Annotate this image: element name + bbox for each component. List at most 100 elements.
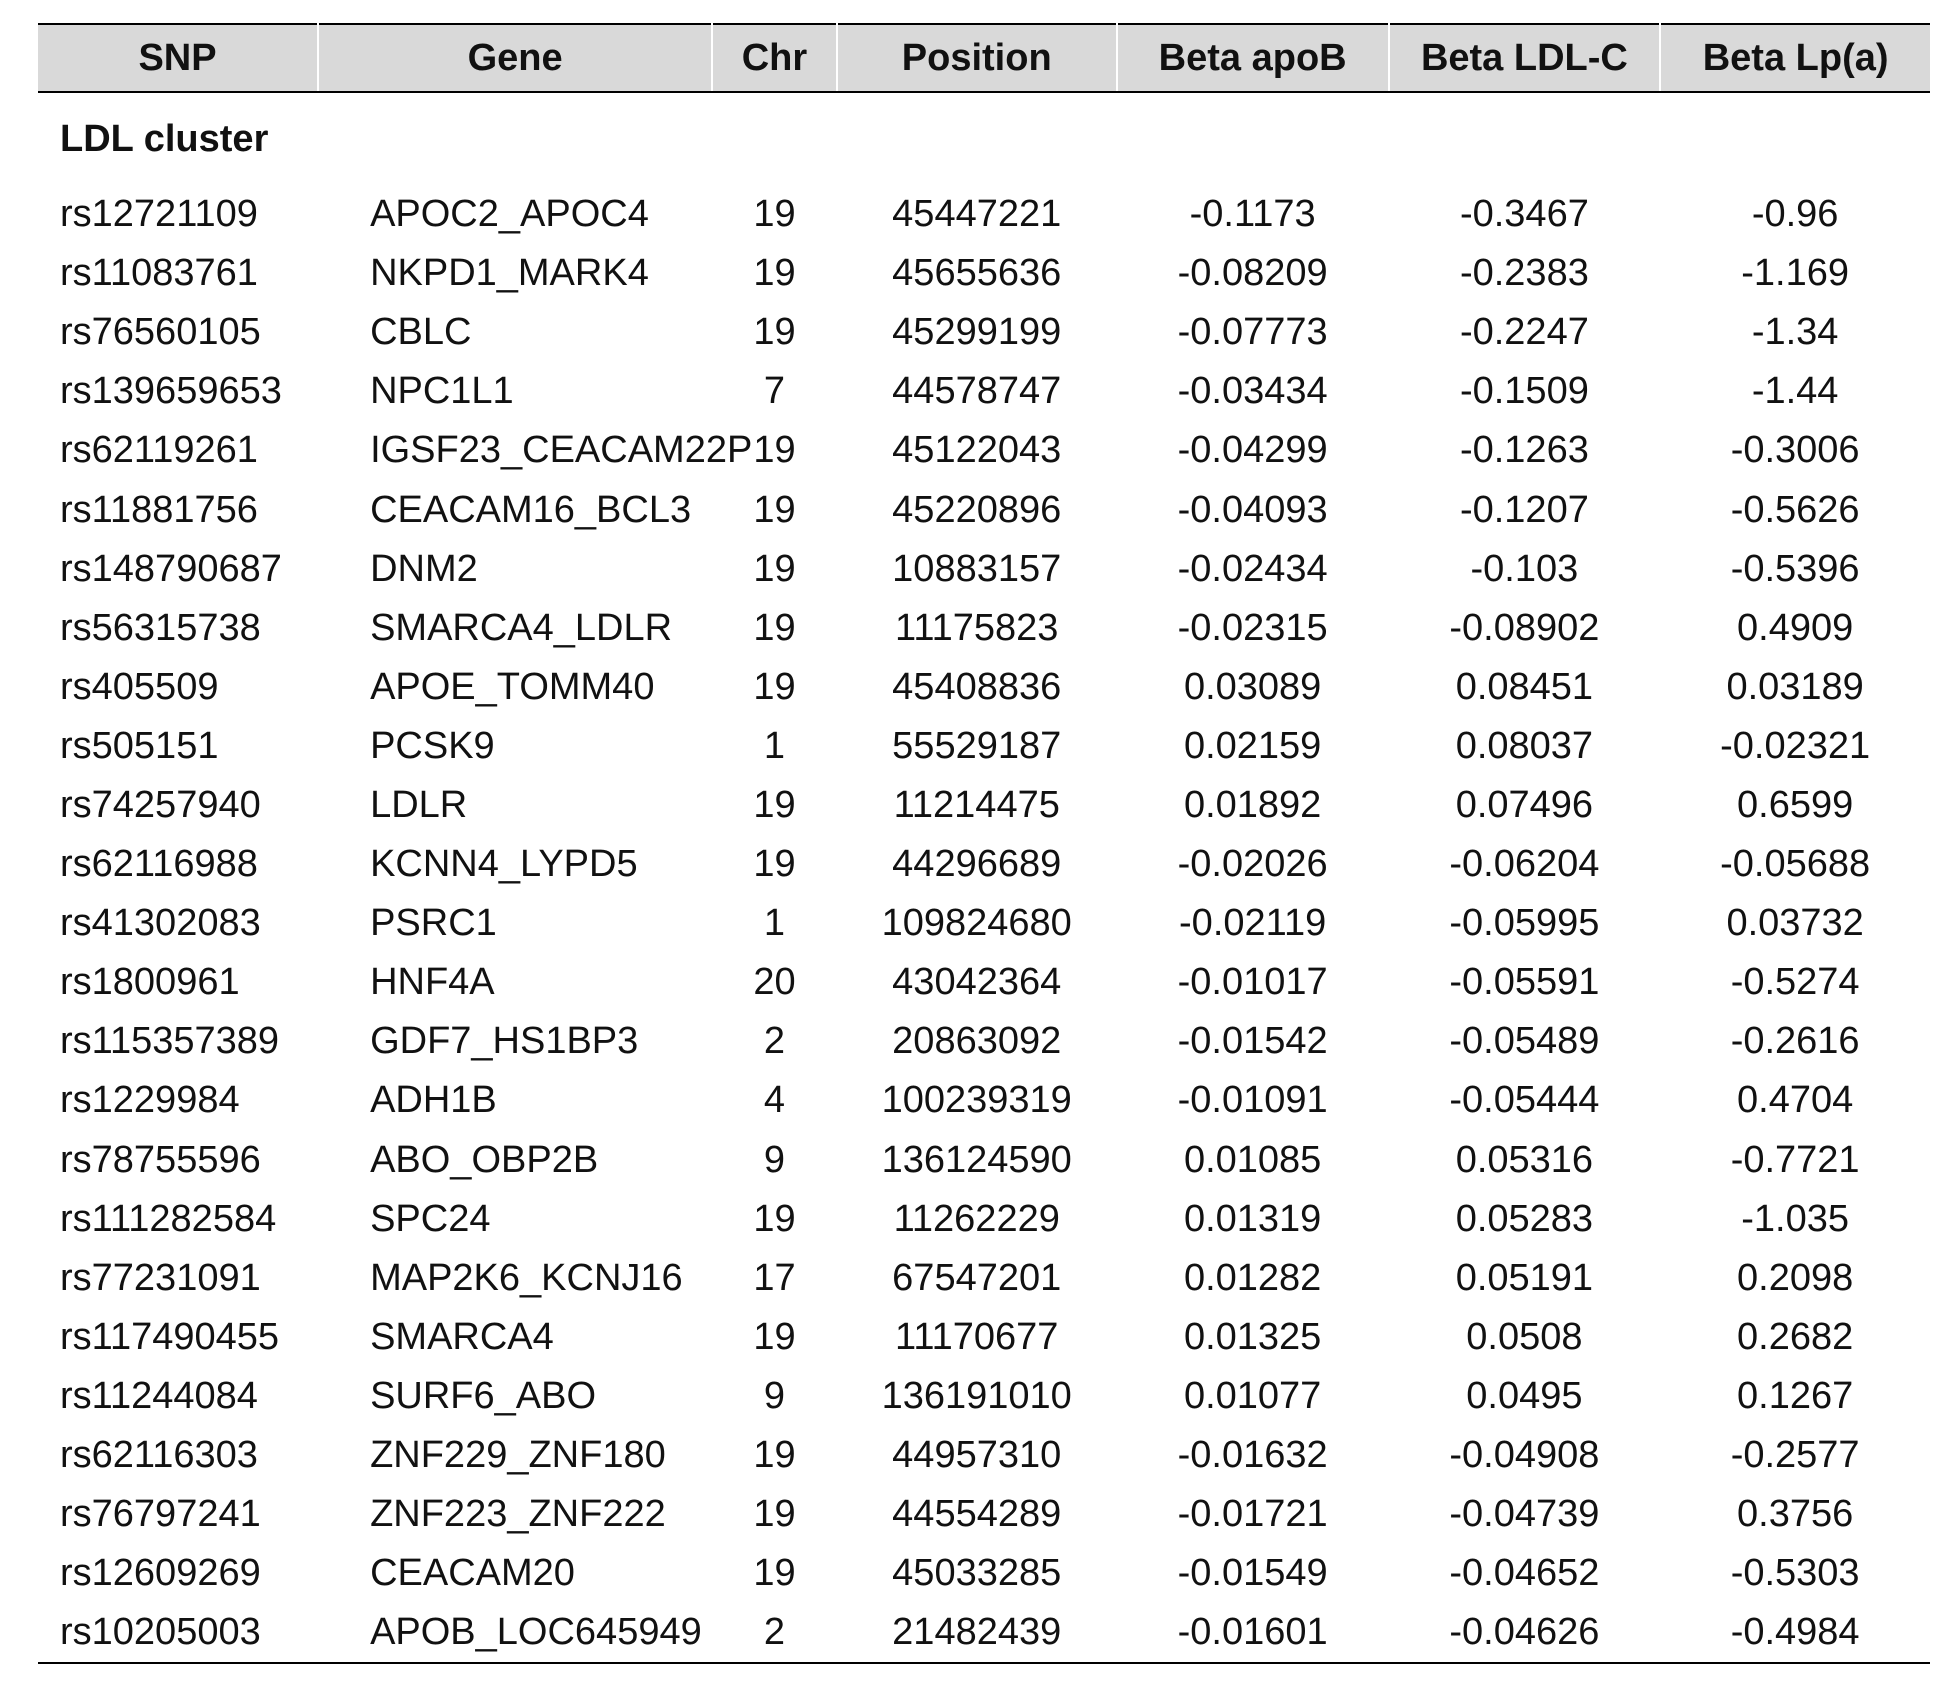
cell-position: 44578747 — [892, 370, 1062, 413]
cell-beta-lpa: 0.4909 — [1737, 606, 1854, 649]
cell-beta-ldlc: 0.08037 — [1455, 724, 1594, 767]
cell-chr: 19 — [753, 1493, 796, 1536]
cell-beta-apob: -0.04299 — [1177, 429, 1328, 472]
cell-beta-ldlc: 0.07496 — [1455, 783, 1594, 826]
cell-chr: 9 — [763, 1138, 786, 1181]
cell-snp: rs148790687 — [60, 547, 282, 590]
table-row: rs111282584 SPC24 19 11262229 0.01319 0.05283… — [38, 1190, 1930, 1249]
cell-beta-apob: -0.02026 — [1177, 843, 1328, 886]
cell-snp: rs11083761 — [60, 252, 258, 295]
cell-beta-ldlc: 0.05191 — [1455, 1256, 1594, 1299]
cell-chr: 19 — [753, 1197, 796, 1240]
cell-position: 44296689 — [892, 843, 1062, 886]
cell-beta-ldlc: -0.1207 — [1459, 488, 1589, 531]
cell-snp: rs56315738 — [60, 606, 261, 649]
table-row: rs405509 APOE_TOMM40 19 45408836 0.03089 0.08… — [38, 658, 1930, 717]
cell-beta-ldlc: -0.05995 — [1449, 902, 1600, 945]
cell-beta-apob: 0.01085 — [1183, 1138, 1322, 1181]
cell-gene: IGSF23_CEACAM22P — [370, 429, 753, 472]
cell-gene: APOC2_APOC4 — [370, 193, 649, 236]
cell-beta-lpa: -0.7721 — [1730, 1138, 1860, 1181]
table-row: rs12721109 APOC2_APOC4 19 45447221 -0.1173 -0… — [38, 185, 1930, 244]
cell-beta-ldlc: 0.0495 — [1466, 1374, 1583, 1417]
cell-gene: CEACAM20 — [370, 1552, 575, 1595]
cell-beta-lpa: -0.5626 — [1730, 488, 1860, 531]
table-row: rs77231091 MAP2K6_KCNJ16 17 67547201 0.01282… — [38, 1249, 1930, 1308]
cell-beta-lpa: -0.5396 — [1730, 547, 1860, 590]
cell-gene: SURF6_ABO — [370, 1374, 597, 1417]
table-row: rs505151 PCSK9 1 55529187 0.02159 0.08037 -0.0… — [38, 717, 1930, 776]
cell-position: 109824680 — [881, 902, 1072, 945]
cell-chr: 19 — [753, 1552, 796, 1595]
cell-beta-apob: -0.07773 — [1177, 311, 1328, 354]
table-row: rs62116988 KCNN4_LYPD5 19 44296689 -0.02026 -… — [38, 835, 1930, 894]
cell-gene: SPC24 — [370, 1197, 491, 1240]
cell-beta-ldlc: -0.06204 — [1449, 843, 1600, 886]
table-row: rs62119261 IGSF23_CEACAM22P 19 45122043 -0.0… — [38, 421, 1930, 480]
table-row: rs1229984 ADH1B 4 100239319 -0.01091 -0.05444… — [38, 1071, 1930, 1130]
cell-snp: rs76797241 — [60, 1493, 261, 1536]
cell-beta-ldlc: -0.05489 — [1449, 1020, 1600, 1063]
table-row: rs117490455 SMARCA4 19 11170677 0.01325 0.050… — [38, 1308, 1930, 1367]
cell-beta-lpa: -0.3006 — [1730, 429, 1860, 472]
cell-beta-lpa: 0.2098 — [1737, 1256, 1854, 1299]
cell-beta-lpa: 0.03732 — [1726, 902, 1864, 945]
cell-beta-ldlc: -0.1263 — [1459, 429, 1589, 472]
header-beta-apob: Beta apoB — [1116, 23, 1390, 93]
cell-snp: rs12721109 — [60, 193, 258, 236]
cell-beta-apob: -0.1173 — [1189, 193, 1316, 236]
table-row: rs78755596 ABO_OBP2B 9 136124590 0.01085 0.05… — [38, 1131, 1930, 1190]
cell-chr: 19 — [753, 193, 796, 236]
cell-beta-ldlc: 0.0508 — [1466, 1315, 1583, 1358]
cell-beta-apob: 0.02159 — [1183, 724, 1322, 767]
cell-chr: 7 — [763, 370, 786, 413]
snp-table-container: SNP Gene Chr Position Beta apoB Beta LDL… — [38, 23, 1930, 1665]
cell-gene: PSRC1 — [370, 902, 497, 945]
cell-position: 45447221 — [892, 193, 1062, 236]
cell-beta-ldlc: -0.04908 — [1449, 1434, 1600, 1477]
cell-position: 44957310 — [892, 1434, 1062, 1477]
cell-chr: 19 — [753, 429, 796, 472]
cell-beta-apob: 0.01319 — [1183, 1197, 1322, 1240]
cell-gene: MAP2K6_KCNJ16 — [370, 1256, 683, 1299]
cell-snp: rs139659653 — [60, 370, 282, 413]
cell-snp: rs62116988 — [60, 843, 258, 886]
snp-table: SNP Gene Chr Position Beta apoB Beta LDL… — [38, 23, 1930, 1665]
table-row: rs76560105 CBLC 19 45299199 -0.07773 -0.2247 -… — [38, 303, 1930, 362]
table-header: SNP Gene Chr Position Beta apoB Beta LDL… — [38, 23, 1930, 93]
cell-beta-lpa: 0.3756 — [1737, 1493, 1854, 1536]
cell-beta-apob: -0.02434 — [1177, 547, 1328, 590]
table-body: LDL cluster rs12721109 APOC2_APOC4 19 45447… — [38, 92, 1930, 1665]
header-beta-ldlc: Beta LDL-C — [1388, 23, 1662, 93]
cell-beta-apob: 0.01325 — [1183, 1315, 1322, 1358]
cell-chr: 9 — [763, 1374, 786, 1417]
cluster-label: LDL cluster — [60, 117, 269, 160]
cell-beta-lpa: -0.5303 — [1730, 1552, 1860, 1595]
cell-snp: rs115357389 — [60, 1020, 280, 1063]
cell-position: 11214475 — [893, 783, 1060, 826]
cell-position: 45655636 — [892, 252, 1062, 295]
cell-beta-ldlc: -0.3467 — [1459, 193, 1589, 236]
cell-beta-apob: 0.01077 — [1183, 1374, 1322, 1417]
cell-beta-apob: -0.02119 — [1179, 902, 1327, 945]
table-row: rs115357389 GDF7_HS1BP3 2 20863092 -0.01542 -… — [38, 1012, 1930, 1071]
cell-chr: 19 — [753, 1315, 796, 1358]
cell-snp: rs405509 — [60, 665, 219, 708]
cell-position: 45220896 — [892, 488, 1062, 531]
cell-beta-lpa: -0.4984 — [1660, 1603, 1930, 1665]
cell-gene: LDLR — [370, 783, 468, 826]
cell-position: 45299199 — [892, 311, 1062, 354]
cell-chr: 19 — [753, 606, 796, 649]
cell-position: 20863092 — [892, 1020, 1062, 1063]
cell-beta-ldlc: -0.2383 — [1459, 252, 1589, 295]
cell-snp: rs74257940 — [60, 783, 261, 826]
cell-chr: 1 — [763, 724, 786, 767]
cell-gene: CEACAM16_BCL3 — [370, 488, 692, 531]
cell-chr: 2 — [763, 1020, 786, 1063]
cell-chr: 19 — [753, 252, 796, 295]
cell-chr: 19 — [753, 547, 796, 590]
cell-position: 45122043 — [892, 429, 1062, 472]
cell-beta-lpa: -1.34 — [1751, 311, 1839, 354]
cell-gene: ABO_OBP2B — [370, 1138, 599, 1181]
cell-beta-apob: -0.01542 — [1177, 1020, 1328, 1063]
